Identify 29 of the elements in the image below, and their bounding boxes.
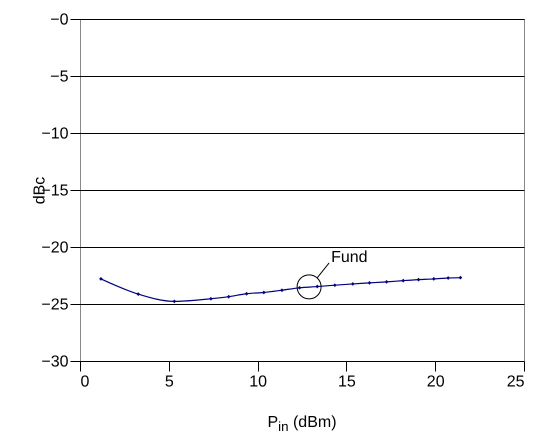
point xyxy=(298,286,302,290)
point xyxy=(209,296,213,301)
point xyxy=(458,276,462,280)
x-axis-title: P$_{in}$ (dBm) xyxy=(266,414,338,434)
point xyxy=(432,277,436,281)
y-tick-label: −20 xyxy=(41,240,69,256)
x-tick-label: 10 xyxy=(249,374,268,390)
y-tick-label: −10 xyxy=(41,126,69,142)
point xyxy=(136,292,140,296)
point xyxy=(172,300,176,304)
x-tick-label: 15 xyxy=(338,374,356,390)
y-tick-label: −5 xyxy=(50,68,69,86)
y-tick-label: −0 xyxy=(50,12,69,28)
x-tick-label: 0 xyxy=(80,374,90,390)
point xyxy=(401,278,406,282)
y-tick-label: −25 xyxy=(41,296,69,314)
x-tick-label: 25 xyxy=(506,374,525,390)
point xyxy=(332,283,337,288)
x-tick-label: 20 xyxy=(426,374,445,390)
point xyxy=(244,292,248,296)
point xyxy=(315,284,320,288)
point xyxy=(280,288,284,292)
point xyxy=(99,277,103,281)
annotation: Fund xyxy=(331,248,368,266)
y-tick-label: −30 xyxy=(41,354,69,370)
x-tick-label: 5 xyxy=(164,374,174,390)
point xyxy=(350,282,355,286)
point xyxy=(384,280,388,284)
point xyxy=(226,294,231,299)
